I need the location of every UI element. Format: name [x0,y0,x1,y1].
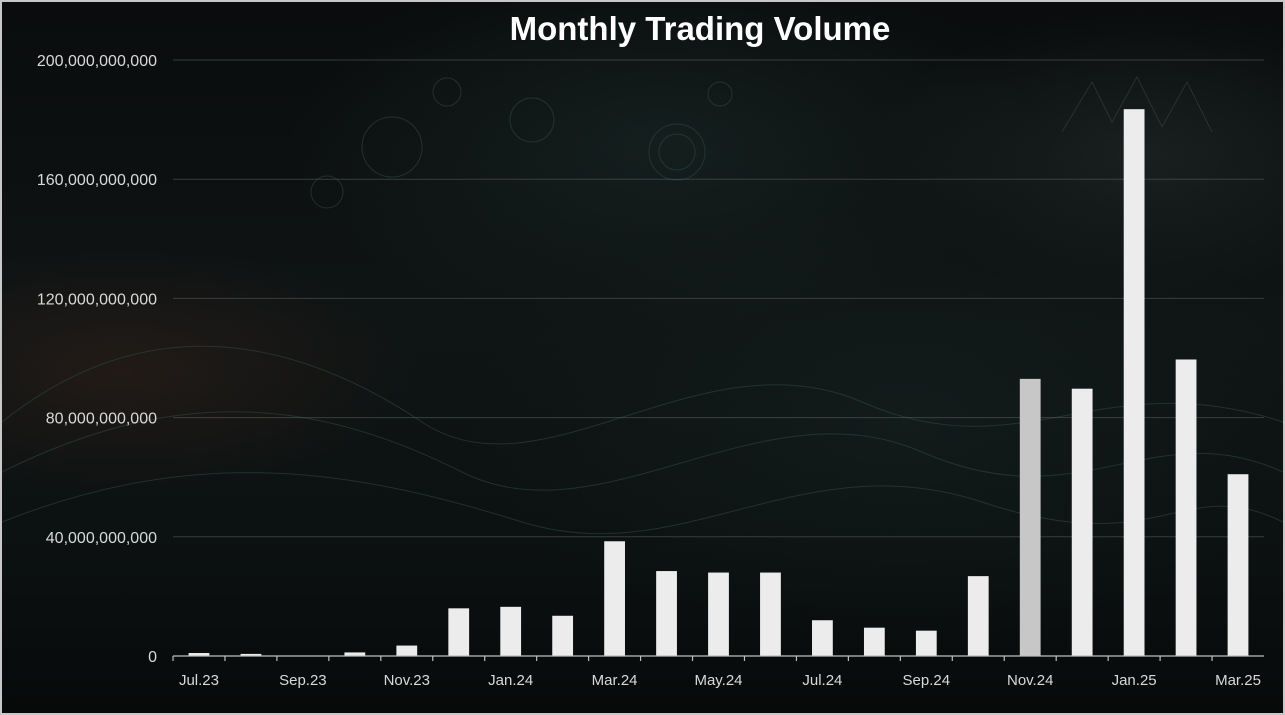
y-axis-tick-labels: 0 40,000,000,000 80,000,000,000 120,000,000… [37,53,157,666]
bar-jan-24 [500,606,522,656]
bar-feb-25 [1175,359,1197,656]
x-tick-label: Jan.25 [1112,672,1157,689]
y-tick-label: 0 [148,649,157,666]
bar-mar-25 [1227,474,1249,656]
bar-nov-23 [396,645,418,656]
y-tick-label: 80,000,000,000 [46,411,157,428]
bar-aug-24 [863,627,885,656]
bars [188,109,1249,657]
y-tick-label: 120,000,000,000 [37,291,157,308]
bar-dec-24 [1071,388,1093,656]
x-tick-label: Nov.23 [384,672,430,689]
y-tick-label: 40,000,000,000 [46,530,157,547]
bar-jan-25 [1123,109,1145,657]
bar-oct-24 [967,576,989,656]
bar-jun-24 [760,572,781,656]
y-tick-label: 200,000,000,000 [37,53,157,70]
bar-jul-24 [812,620,833,656]
x-tick-label: Mar.25 [1215,672,1261,689]
bar-dec-23 [448,608,470,656]
gridlines [173,59,1264,538]
x-tick-label: Sep.23 [279,672,327,689]
y-tick-label: 160,000,000,000 [37,172,157,189]
x-tick-label: Jul.23 [179,672,219,689]
x-tick-label: Sep.24 [903,672,951,689]
x-tick-label: May.24 [694,672,742,689]
bar-oct-23 [344,652,366,656]
x-tick-label: Jan.24 [488,672,533,689]
x-axis-tick-labels: Jul.23 Sep.23 Nov.23 Jan.24 Mar.24 May.24 Jul.… [172,656,1261,689]
x-tick-label: Nov.24 [1007,672,1053,689]
bar-feb-24 [552,615,574,656]
bar-sep-24 [915,630,937,656]
background-decoration [2,75,1283,535]
bar-jul-23 [188,653,210,656]
chart-title: Monthly Trading Volume [510,10,891,47]
bar-may-24 [708,572,729,656]
bar-apr-24 [656,571,677,656]
x-tick-label: Mar.24 [592,672,638,689]
bar-mar-24 [604,541,625,656]
x-tick-label: Jul.24 [802,672,842,689]
bar-nov-24 [1019,378,1041,656]
bar-aug-23 [240,653,262,656]
